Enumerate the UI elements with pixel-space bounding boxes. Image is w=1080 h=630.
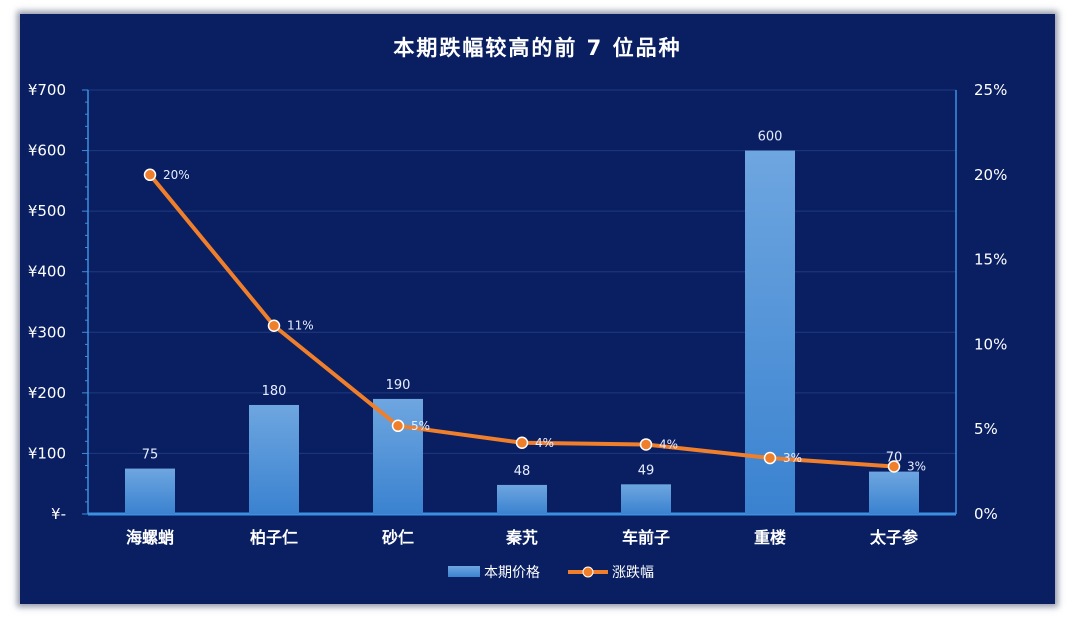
line-point bbox=[887, 460, 901, 473]
legend-line-label: 涨跌幅 bbox=[612, 565, 654, 581]
y-left-tick-label: ¥100 bbox=[28, 444, 66, 462]
legend-line-marker bbox=[582, 566, 594, 578]
category-label: 秦艽 bbox=[505, 528, 538, 547]
category-label: 砂仁 bbox=[382, 528, 414, 547]
line-layer bbox=[143, 168, 901, 473]
legend: 本期价格 涨跌幅 bbox=[448, 565, 654, 581]
line-value-label: 20% bbox=[163, 168, 190, 182]
bar-value-label: 180 bbox=[262, 384, 287, 399]
label-layer: 75 180 190 48 49 600 70 20% 11% 5% 4% 4% 3% 3% bbox=[142, 130, 926, 479]
bar-value-label: 48 bbox=[514, 464, 531, 479]
chart-title: 本期跌幅较高的前 7 位品种 bbox=[393, 36, 682, 60]
bar-value-label: 49 bbox=[638, 463, 655, 478]
line-value-label: 5% bbox=[411, 419, 430, 433]
category-label: 重楼 bbox=[754, 528, 786, 547]
line-point bbox=[515, 436, 529, 450]
grid-layer bbox=[88, 89, 956, 454]
category-label: 车前子 bbox=[622, 528, 670, 547]
line-value-label: 3% bbox=[783, 451, 802, 465]
y-left-tick-label: ¥200 bbox=[28, 384, 66, 402]
y-left-tick-label: ¥500 bbox=[28, 202, 66, 220]
y-left-tick-label: ¥300 bbox=[28, 323, 66, 341]
y-right-tick-label: 20% bbox=[974, 166, 1007, 184]
bar-value-label: 190 bbox=[386, 378, 411, 393]
y-right-tick-label: 25% bbox=[974, 81, 1007, 99]
y-right-tick-label: 5% bbox=[974, 420, 998, 438]
bar bbox=[373, 398, 423, 514]
bar-layer bbox=[125, 150, 919, 515]
legend-bar-swatch bbox=[448, 566, 480, 577]
line-value-label: 11% bbox=[287, 319, 314, 333]
bar bbox=[621, 484, 671, 514]
line-point bbox=[639, 438, 653, 451]
chart-frame: 本期跌幅较高的前 7 位品种 ¥- ¥100 ¥200 ¥300 ¥400 ¥500 ¥60… bbox=[20, 14, 1055, 604]
y-right-tick-label: 10% bbox=[974, 335, 1007, 353]
category-label: 太子参 bbox=[869, 528, 919, 547]
line-value-label: 4% bbox=[659, 437, 678, 451]
category-label: 柏子仁 bbox=[250, 528, 298, 547]
line-value-label: 4% bbox=[535, 436, 554, 450]
line-value-label: 3% bbox=[907, 460, 926, 474]
bar bbox=[125, 468, 175, 514]
chart-svg: ¥- ¥100 ¥200 ¥300 ¥400 ¥500 ¥600 ¥700 0% 5% 10% 15%… bbox=[28, 81, 1008, 581]
category-label: 海螺蛸 bbox=[126, 528, 174, 547]
line-point bbox=[267, 319, 281, 332]
bar bbox=[869, 471, 919, 514]
line-point bbox=[763, 451, 777, 465]
y-right-tick-label: 15% bbox=[974, 251, 1007, 269]
bar bbox=[249, 404, 299, 514]
line-point bbox=[391, 419, 405, 433]
line-point bbox=[143, 168, 157, 182]
y-left-tick-label: ¥400 bbox=[28, 263, 66, 281]
y-left-tick-label: ¥700 bbox=[28, 81, 66, 99]
y-left-tick-label: ¥- bbox=[51, 505, 66, 523]
y-left-tick-label: ¥600 bbox=[28, 142, 66, 160]
bar-value-label: 75 bbox=[142, 448, 159, 463]
y-right-tick-label: 0% bbox=[974, 505, 998, 523]
legend-bar-label: 本期价格 bbox=[484, 565, 540, 581]
bar-value-label: 70 bbox=[886, 451, 903, 466]
bar-value-label: 600 bbox=[758, 130, 783, 145]
bar bbox=[497, 484, 547, 514]
axis-layer: ¥- ¥100 ¥200 ¥300 ¥400 ¥500 ¥600 ¥700 0% 5% 10% 15%… bbox=[28, 81, 1008, 547]
